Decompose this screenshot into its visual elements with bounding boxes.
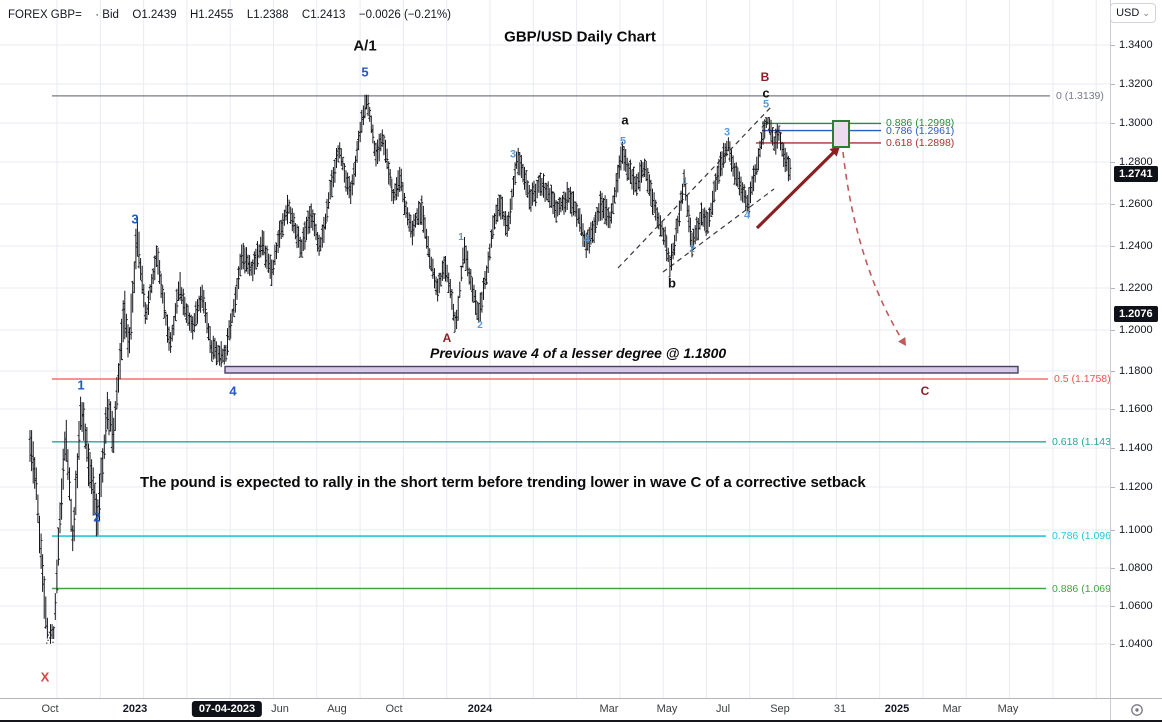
price-tick-mark	[1111, 371, 1115, 372]
price-tick-mark	[1111, 84, 1115, 85]
ohlc-close: C1.2413	[301, 9, 346, 21]
price-tick-mark	[1111, 123, 1115, 124]
time-tick-label: Oct	[41, 703, 59, 715]
wave-c-projection-arrow[interactable]	[842, 151, 907, 347]
chevron-down-icon: ⌄	[1142, 7, 1150, 18]
ohlc-low: L1.2388	[246, 9, 289, 21]
price-tick-label: 1.1200	[1119, 481, 1153, 493]
time-tick-label: Oct	[385, 703, 403, 715]
quote-type: · Bid	[95, 9, 119, 21]
price-tick-label: 1.0600	[1119, 600, 1153, 612]
time-tick-label: Jun	[271, 703, 289, 715]
time-tick-label: 2024	[467, 703, 493, 715]
price-tick-label: 1.1400	[1119, 442, 1153, 454]
price-tick-label: 1.1000	[1119, 524, 1153, 536]
chart-canvas[interactable]: GBP/USD Daily Chart Previous wave 4 of a…	[0, 0, 1120, 698]
price-tick-mark	[1111, 45, 1115, 46]
symbol-name: FOREX GBP=	[8, 9, 82, 21]
price-tick-mark	[1111, 409, 1115, 410]
time-tick-label: 2023	[122, 703, 148, 715]
price-tick-mark	[1111, 246, 1115, 247]
fib-target-box[interactable]	[832, 120, 850, 148]
price-tick-mark	[1111, 644, 1115, 645]
price-tick-label: 1.2800	[1119, 156, 1153, 168]
ohlc-ticks	[28, 103, 792, 644]
time-tick-label: Mar	[599, 703, 619, 715]
price-tick-label: 1.2200	[1119, 282, 1153, 294]
price-tick-mark	[1111, 330, 1115, 331]
time-tick-label: Jul	[715, 703, 731, 715]
grid-vertical-lines	[56, 0, 1097, 698]
time-tick-label: Aug	[327, 703, 347, 715]
selected-date-badge: 07-04-2023	[191, 701, 263, 717]
price-chart-svg[interactable]	[0, 0, 1110, 698]
last-price-badge: 1.2741	[1114, 166, 1158, 183]
time-tick-label: May	[997, 703, 1019, 715]
ohlc-open: O1.2439	[132, 9, 177, 21]
price-tick-label: 1.3200	[1119, 78, 1153, 90]
wave-c-projection-arrow-head	[898, 337, 906, 346]
axis-settings-corner[interactable]	[1110, 698, 1162, 721]
ohlc-bars	[29, 94, 791, 644]
price-tick-mark	[1111, 606, 1115, 607]
ohlc-high: H1.2455	[189, 9, 234, 21]
symbol-header: FOREX GBP= · Bid O1.2439 H1.2455 L1.2388…	[0, 0, 1110, 24]
time-tick-label: Sep	[770, 703, 790, 715]
currency-dropdown-button[interactable]: USD ⌄	[1110, 3, 1156, 23]
trendline-0[interactable]	[617, 106, 772, 269]
price-tick-mark	[1111, 487, 1115, 488]
price-change: −0.0026 (−0.21%)	[358, 9, 451, 21]
price-axis[interactable]: 1.3400 1.3200 1.3000 1.2800 1.2600 1.2400 1.22…	[1110, 0, 1162, 698]
rally-arrow[interactable]	[755, 146, 840, 230]
gear-icon	[1131, 704, 1143, 716]
rally-arrow-head	[829, 146, 840, 157]
price-tick-mark	[1111, 568, 1115, 569]
window-bottom-edge	[0, 720, 1162, 722]
price-tick-label: 1.0800	[1119, 562, 1153, 574]
price-tick-mark	[1111, 288, 1115, 289]
price-tick-mark	[1111, 162, 1115, 163]
price-tick-label: 1.0400	[1119, 638, 1153, 650]
price-tick-label: 1.3000	[1119, 117, 1153, 129]
price-tick-label: 1.1800	[1119, 365, 1153, 377]
grid-horizontal-lines	[0, 44, 1110, 645]
time-tick-label: May	[656, 703, 678, 715]
price-tick-mark	[1111, 448, 1115, 449]
price-tick-label: 1.3400	[1119, 39, 1153, 51]
price-tick-label: 1.2400	[1119, 240, 1153, 252]
time-tick-label: 2025	[884, 703, 910, 715]
price-tick-label: 1.2000	[1119, 324, 1153, 336]
wave4-zone-rect[interactable]	[224, 365, 1019, 374]
price-tick-label: 1.2600	[1119, 198, 1153, 210]
time-tick-label: Mar	[942, 703, 962, 715]
price-tick-mark	[1111, 530, 1115, 531]
currency-label: USD	[1116, 7, 1140, 19]
time-tick-label: 31	[833, 703, 847, 715]
price-tick-label: 1.1600	[1119, 403, 1153, 415]
time-axis[interactable]: 07-04-2023 Oct 2023 Jun Aug Oct 2024 Mar May Jul…	[0, 698, 1110, 721]
price-tick-mark	[1111, 204, 1115, 205]
price-level-badge: 1.2076	[1114, 306, 1158, 323]
